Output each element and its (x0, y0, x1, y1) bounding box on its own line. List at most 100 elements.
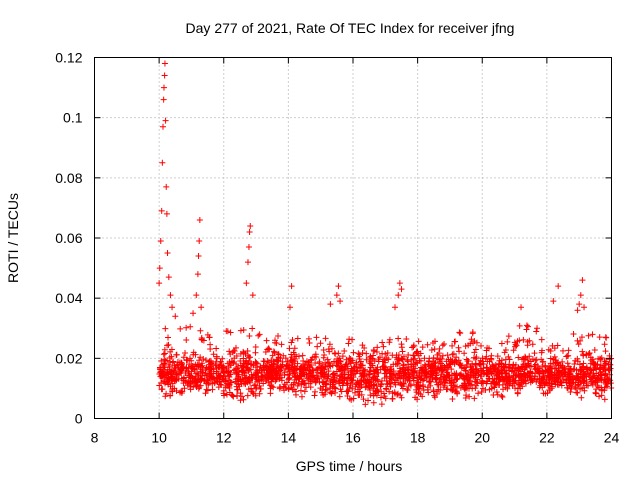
roti-point (384, 350, 391, 357)
x-tick-label: 24 (604, 430, 620, 446)
x-tick-label: 10 (151, 430, 167, 446)
roti-point (589, 331, 596, 338)
roti-point (432, 376, 439, 383)
roti-point (461, 383, 468, 390)
roti-point (408, 356, 415, 363)
roti-point (282, 365, 289, 372)
roti-point (270, 369, 277, 376)
roti-point (494, 391, 501, 398)
roti-point (577, 385, 584, 392)
roti-point (233, 365, 240, 372)
roti-point (568, 385, 575, 392)
y-axis-label: ROTI / TECUs (5, 193, 21, 283)
roti-point (579, 348, 586, 355)
roti-point (383, 355, 390, 362)
roti-point (502, 356, 509, 363)
roti-point (332, 385, 339, 392)
roti-point (303, 371, 310, 378)
roti-point (197, 368, 204, 375)
roti-point (233, 361, 240, 368)
roti-point (591, 373, 598, 380)
roti-point (503, 370, 510, 377)
roti-point (452, 383, 459, 390)
roti-point (383, 378, 390, 385)
roti-point (373, 373, 380, 380)
roti-spike-point (172, 313, 179, 320)
roti-point (384, 381, 391, 388)
roti-point (405, 383, 412, 390)
roti-point (330, 381, 337, 388)
roti-point (602, 348, 609, 355)
roti-point (493, 389, 500, 396)
roti-point (326, 341, 333, 348)
roti-point (538, 336, 545, 343)
roti-point (505, 353, 512, 360)
roti-point (319, 370, 326, 377)
roti-point (226, 389, 233, 396)
roti-point (433, 369, 440, 376)
roti-point (291, 377, 298, 384)
roti-point (180, 380, 187, 387)
roti-point (354, 379, 361, 386)
roti-point (601, 387, 608, 394)
roti-point (345, 340, 352, 347)
roti-point (553, 359, 560, 366)
roti-point (601, 396, 608, 403)
roti-point (515, 364, 522, 371)
roti-point (503, 378, 510, 385)
roti-point (426, 378, 433, 385)
roti-point (426, 379, 433, 386)
roti-point (534, 325, 541, 332)
roti-point (405, 352, 412, 359)
roti-point (484, 371, 491, 378)
roti-point (286, 372, 293, 379)
roti-point (252, 344, 259, 351)
roti-spike-point (156, 280, 163, 287)
roti-point (512, 378, 519, 385)
roti-point (325, 373, 332, 380)
roti-point (583, 352, 590, 359)
roti-point (322, 381, 329, 388)
roti-point (270, 384, 277, 391)
roti-point (237, 357, 244, 364)
roti-point (294, 382, 301, 389)
roti-point (399, 348, 406, 355)
roti-point (523, 326, 530, 333)
roti-spike-point (398, 286, 405, 293)
roti-point (526, 353, 533, 360)
roti-point (210, 351, 217, 358)
roti-point (301, 388, 308, 395)
roti-point (498, 360, 505, 367)
roti-point (564, 360, 571, 367)
roti-point (559, 373, 566, 380)
roti-point (256, 331, 263, 338)
roti-point (539, 359, 546, 366)
roti-point (213, 355, 220, 362)
roti-point (417, 357, 424, 364)
roti-point (311, 353, 318, 360)
roti-point (589, 358, 596, 365)
roti-point (580, 368, 587, 375)
roti-point (167, 371, 174, 378)
roti-point (286, 345, 293, 352)
roti-point (162, 393, 169, 400)
roti-point (296, 366, 303, 373)
roti-point (520, 361, 527, 368)
roti-point (379, 339, 386, 346)
roti-point (226, 359, 233, 366)
roti-point (299, 352, 306, 359)
roti-point (563, 379, 570, 386)
roti-point (600, 366, 607, 373)
roti-point (498, 340, 505, 347)
roti-point (332, 378, 339, 385)
roti-point (501, 349, 508, 356)
roti-spike-point (165, 274, 172, 281)
roti-point (253, 359, 260, 366)
roti-point (498, 357, 505, 364)
roti-point (312, 379, 319, 386)
roti-point (456, 361, 463, 368)
roti-point (317, 340, 324, 347)
roti-point (398, 394, 405, 401)
roti-point (403, 386, 410, 393)
roti-point (389, 395, 396, 402)
